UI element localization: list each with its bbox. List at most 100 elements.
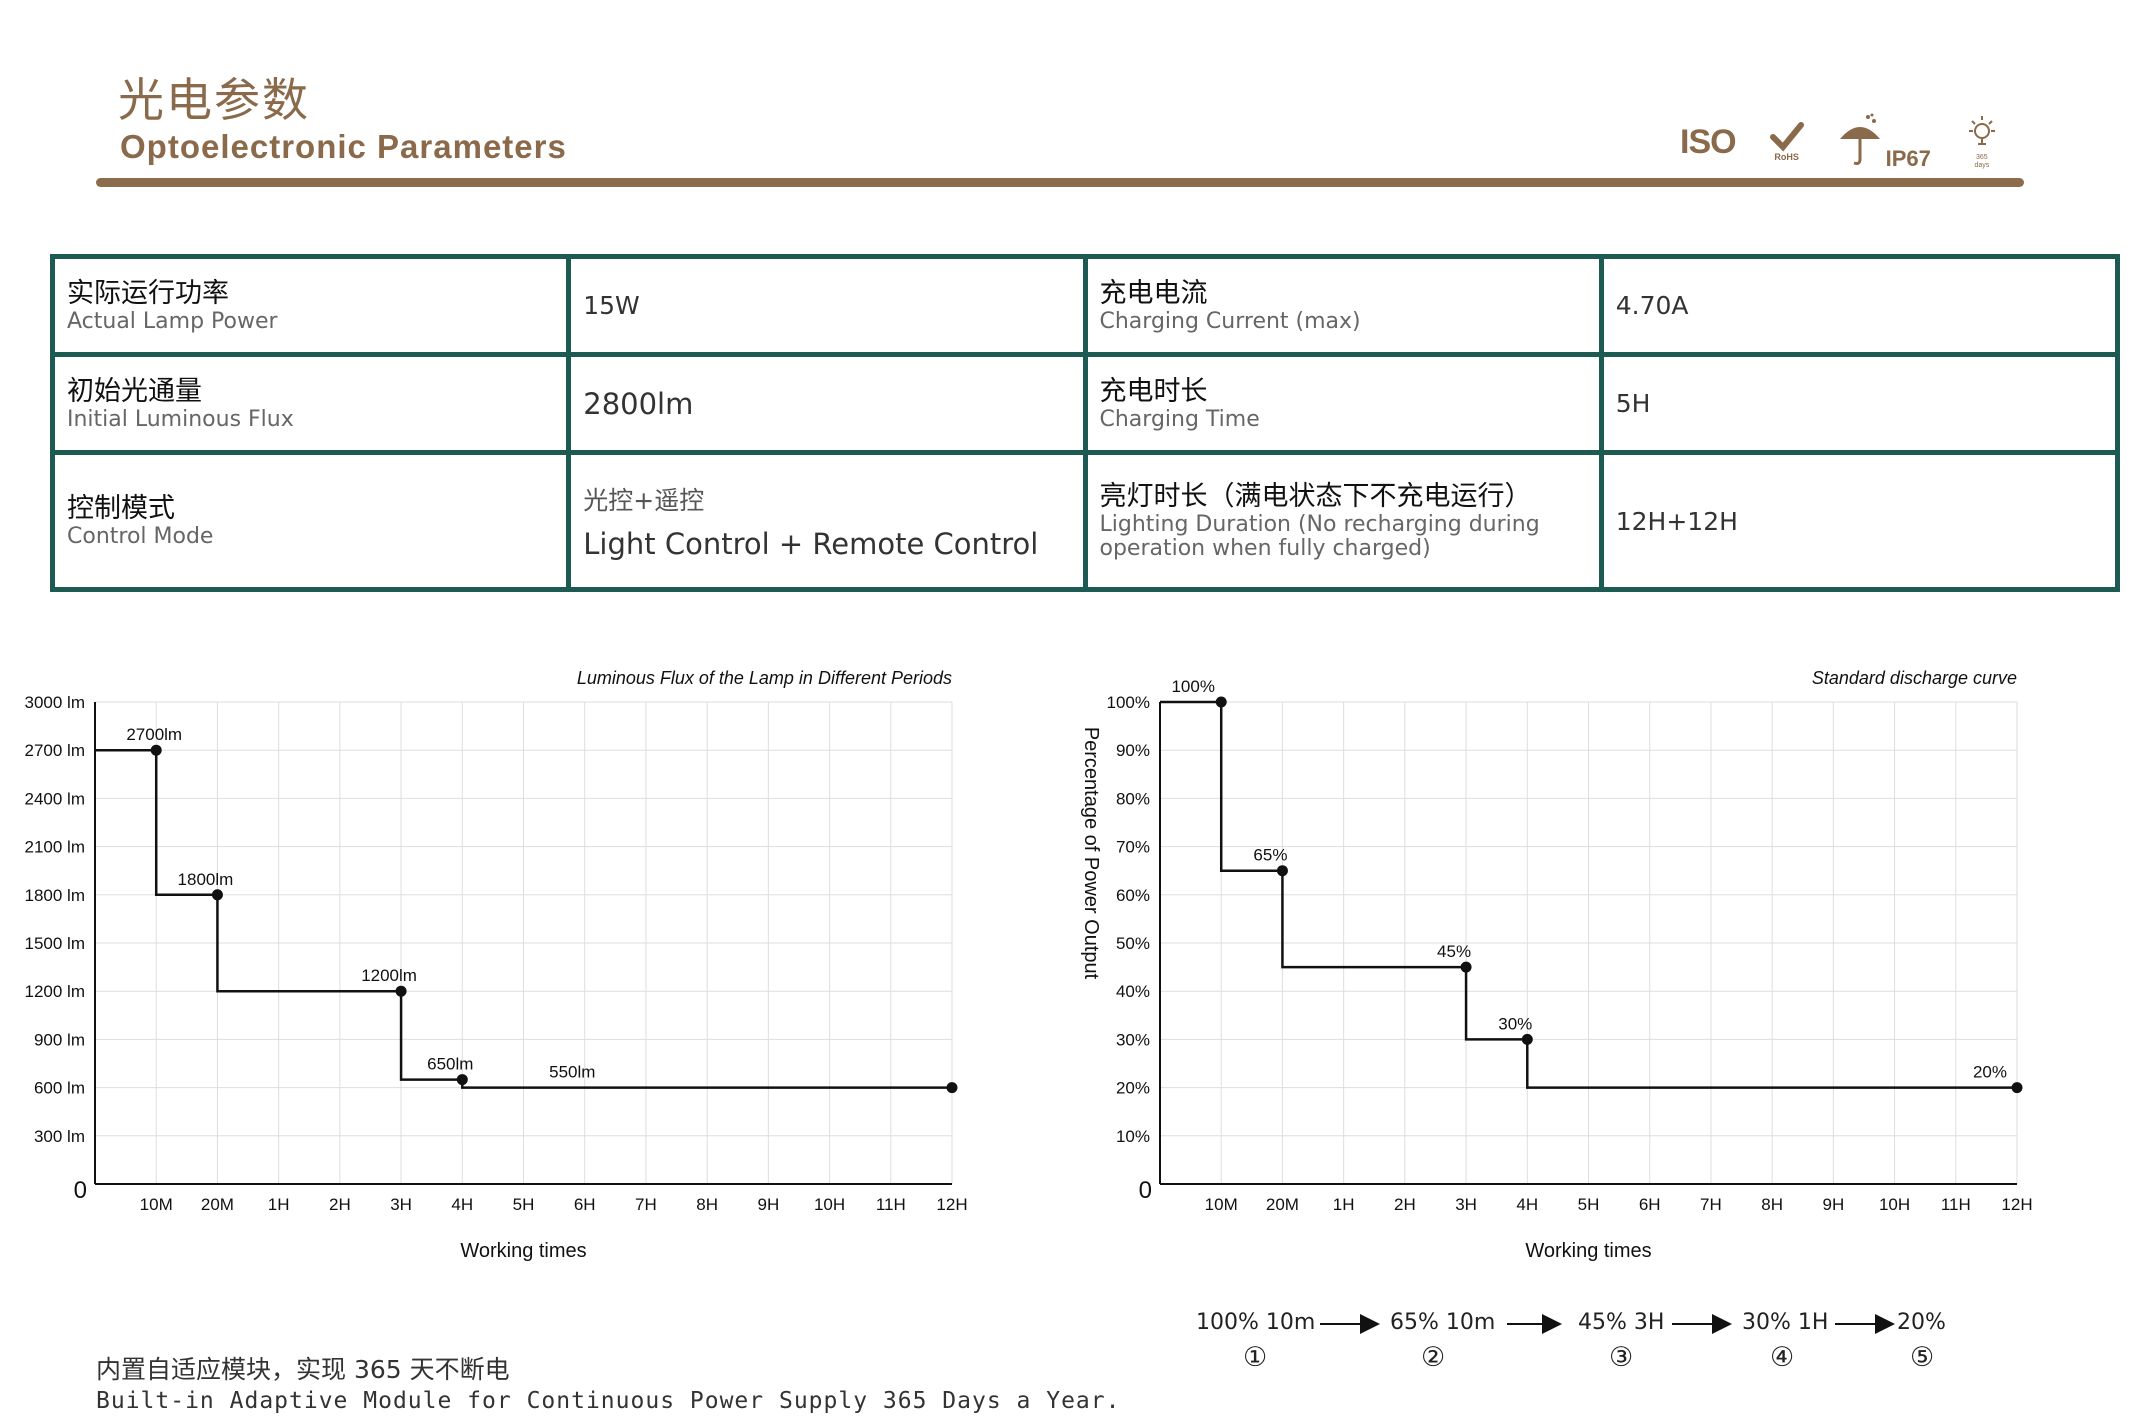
ip67-label: IP67 (1885, 145, 1931, 171)
param-label-cn: 充电时长 (1099, 375, 1208, 407)
param-value: Light Control + Remote Control (583, 527, 1039, 562)
x-tick-label: 5H (1578, 1195, 1600, 1214)
x-tick-label: 4H (451, 1195, 473, 1214)
data-point (1521, 1033, 1533, 1045)
data-point (395, 985, 407, 997)
y-tick-label: 1200 lm (25, 982, 85, 1001)
y-tick-label: 50% (1116, 934, 1150, 953)
luminous-flux-chart: 10M 20M 1H 2H 3H 4H 5H 6H 7H 8H 9H 10H 11H 12H 300 lm 6… (25, 668, 968, 1262)
x-tick-label: 12H (2001, 1195, 2032, 1214)
rohs-icon: RoHS (1769, 122, 1804, 162)
x-tick-label: 10M (140, 1195, 173, 1214)
data-point (1215, 696, 1227, 708)
x-tick-label: 3H (390, 1195, 412, 1214)
origin-label: 0 (1139, 1177, 1152, 1204)
param-label-cell: 初始光通量 Initial Luminous Flux (49, 352, 572, 456)
param-label-cn: 充电电流 (1099, 277, 1208, 309)
x-tick-label: 9H (1822, 1195, 1844, 1214)
data-point (1460, 961, 1472, 973)
table-row: 初始光通量 Initial Luminous Flux 2800lm 充电时长 … (49, 352, 2121, 456)
x-tick-label: 9H (757, 1195, 779, 1214)
y-tick-label: 10% (1116, 1127, 1150, 1146)
y-tick-label: 20% (1116, 1079, 1150, 1098)
x-tick-label: 4H (1516, 1195, 1538, 1214)
param-value-cn: 光控+遥控 (583, 486, 705, 516)
seq-step-4: 30% 1H (1742, 1310, 1829, 1335)
data-point (1276, 865, 1288, 877)
seq-step-3: 45% 3H (1578, 1310, 1665, 1335)
x-tick-label: 10M (1205, 1195, 1238, 1214)
param-value: 2800lm (583, 386, 694, 421)
y-tick-label: 80% (1116, 789, 1150, 808)
data-point (211, 889, 223, 901)
y-tick-label: 90% (1116, 741, 1150, 760)
x-tick-label: 5H (513, 1195, 535, 1214)
seq-num-4: ④ (1770, 1342, 1795, 1373)
seq-num-2: ② (1421, 1342, 1446, 1373)
seq-step-2: 65% 10m (1390, 1310, 1496, 1335)
x-tick-label: 10H (1879, 1195, 1910, 1214)
footer-en: Built-in Adaptive Module for Continuous … (96, 1388, 1121, 1414)
param-value: 12H+12H (1615, 506, 1738, 536)
x-axis-title: Working times (1525, 1240, 1651, 1262)
data-point (946, 1082, 958, 1094)
param-value-cell: 15W (566, 253, 1088, 358)
param-value-cell: 4.70A (1598, 253, 2121, 358)
param-label-en: Lighting Duration (No recharging during … (1099, 512, 1540, 562)
x-tick-label: 1H (1333, 1195, 1355, 1214)
chart-title: Standard discharge curve (1812, 668, 2017, 688)
x-tick-label: 3H (1455, 1195, 1477, 1214)
y-tick-label: 30% (1116, 1030, 1150, 1049)
x-tick-label: 6H (574, 1195, 596, 1214)
x-tick-label: 1H (268, 1195, 290, 1214)
data-label: 20% (1973, 1063, 2007, 1082)
x-tick-label: 8H (696, 1195, 718, 1214)
iso-badge: ISO (1680, 122, 1737, 161)
x-tick-label: 7H (635, 1195, 657, 1214)
y-tick-label: 2700 lm (25, 741, 85, 760)
parameters-table: 实际运行功率 Actual Lamp Power 15W 充电电流 Chargi… (49, 253, 2121, 592)
origin-label: 0 (74, 1177, 87, 1204)
series-line (1160, 700, 2017, 1089)
seq-step-5: 20% (1897, 1310, 1946, 1335)
y-tick-label: 2100 lm (25, 838, 85, 857)
seq-num-5: ⑤ (1910, 1342, 1935, 1373)
y-tick-label: 60% (1116, 886, 1150, 905)
param-value: 5H (1615, 389, 1651, 419)
x-tick-label: 7H (1700, 1195, 1722, 1214)
x-tick-label: 12H (936, 1195, 967, 1214)
data-label: 100% (1171, 677, 1214, 696)
y-tick-label: 1500 lm (25, 934, 85, 953)
data-label: 650lm (427, 1055, 473, 1074)
y-tick-label: 900 lm (34, 1030, 85, 1049)
x-tick-label: 11H (1941, 1195, 1971, 1214)
umbrella-icon (1838, 113, 1882, 172)
x-tick-label: 20M (201, 1195, 234, 1214)
rohs-label: RoHS (1774, 152, 1799, 162)
chart-title: Luminous Flux of the Lamp in Different P… (577, 668, 952, 688)
param-label-en: Charging Time (1099, 406, 1260, 432)
y-tick-label: 600 lm (34, 1079, 85, 1098)
y-tick-label: 100% (1107, 693, 1150, 712)
data-label: 2700lm (126, 725, 182, 744)
data-point (2011, 1082, 2023, 1094)
y-tick-label: 70% (1116, 838, 1150, 857)
days-label: 365 days (1974, 154, 1990, 169)
param-label-en: Initial Luminous Flux (67, 406, 294, 432)
seq-step-1: 100% 10m (1196, 1310, 1316, 1335)
x-tick-label: 6H (1639, 1195, 1661, 1214)
table-row: 实际运行功率 Actual Lamp Power 15W 充电电流 Chargi… (49, 253, 2121, 358)
param-value: 4.70A (1615, 291, 1689, 321)
lightbulb-365-icon: 365 days (1965, 114, 1999, 170)
param-value-cell: 12H+12H (1598, 450, 2121, 592)
table-row: 控制模式 Control Mode 光控+遥控 Light Control + … (49, 450, 2121, 592)
param-label-cell: 控制模式 Control Mode (49, 450, 572, 592)
y-axis-title: Percentage of Power Output (1080, 727, 1102, 980)
x-tick-label: 2H (1394, 1195, 1416, 1214)
param-label-en: Charging Current (max) (1099, 308, 1361, 334)
y-tick-label: 2400 lm (25, 789, 85, 808)
param-value-cell: 2800lm (566, 352, 1088, 456)
header-divider (96, 178, 2024, 187)
certification-badges: ISO RoHS IP67 365 days (1680, 112, 1999, 172)
param-label-cell: 实际运行功率 Actual Lamp Power (49, 253, 572, 358)
